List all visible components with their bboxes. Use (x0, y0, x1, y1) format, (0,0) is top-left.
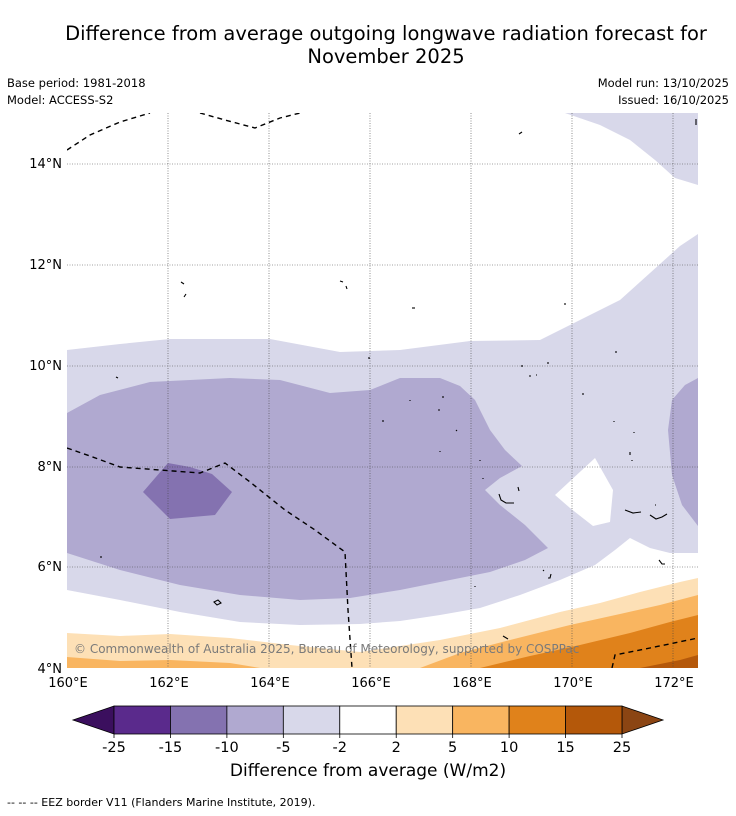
colorbar-over-arrow (621, 705, 665, 735)
colorbar-swatch (452, 705, 510, 735)
model-name: Model: ACCESS-S2 (7, 93, 114, 107)
colorbar-tick-label: 2 (392, 740, 401, 756)
lon-tick-label: 168°E (452, 676, 492, 691)
lon-tick-label: 162°E (149, 676, 189, 691)
lon-tick-label: 172°E (654, 676, 694, 691)
colorbar-swatch (226, 705, 284, 735)
lat-axis: 14°N 12°N 10°N 8°N 6°N 4°N (29, 157, 62, 677)
colorbar: -25 -15 -10 -5 -2 2 5 10 15 25 (71, 705, 665, 756)
anomaly-region-light-orange (67, 657, 260, 668)
gridlines (67, 113, 698, 668)
eez-border-southeast (611, 637, 698, 668)
lat-tick-label: 14°N (29, 157, 62, 172)
eez-legend-note: -- -- -- EEZ border V11 (Flanders Marine… (7, 796, 316, 809)
lon-axis: 160°E 162°E 164°E 166°E 168°E 170°E 172°… (48, 676, 694, 691)
colorbar-tick-label: 10 (500, 740, 518, 756)
colorbar-swatch (170, 705, 228, 735)
anomaly-region-medium-lavender (67, 378, 548, 600)
colorbar-tick-label: -2 (333, 740, 347, 756)
colorbar-tick-label: -5 (276, 740, 290, 756)
colorbar-tick-label: 25 (613, 740, 631, 756)
colorbar-swatch (113, 705, 171, 735)
colorbar-tick-label: 15 (556, 740, 574, 756)
map-title: Difference from average outgoing longwav… (0, 22, 736, 68)
anomaly-region-dark-orange (640, 655, 698, 668)
islands (100, 119, 697, 640)
colorbar-swatch (508, 705, 566, 735)
meta-left: Base period: 1981-2018 Model: ACCESS-S2 (7, 75, 146, 109)
lat-tick-label: 10°N (29, 359, 62, 374)
eez-borders (67, 113, 698, 668)
lat-tick-label: 4°N (38, 662, 63, 677)
colorbar-tick-label: 5 (448, 740, 457, 756)
anomaly-region-medium-lavender-east (668, 378, 698, 526)
colorbar-tick-label: -10 (215, 740, 239, 756)
lon-tick-label: 170°E (553, 676, 593, 691)
colorbar-swatch (339, 705, 397, 735)
lon-tick-label: 164°E (250, 676, 290, 691)
lon-tick-label: 160°E (48, 676, 88, 691)
issued-date: Issued: 16/10/2025 (618, 93, 729, 107)
lon-tick-label: 166°E (351, 676, 391, 691)
meta-right: Model run: 13/10/2025 Issued: 16/10/2025 (598, 75, 729, 109)
lat-tick-label: 8°N (38, 460, 63, 475)
anomaly-region-light-lavender-north (565, 113, 698, 185)
anomaly-region-orange (480, 615, 698, 668)
anomaly-region-neutral-patch (555, 458, 613, 526)
lat-tick-label: 6°N (38, 560, 63, 575)
colorbar-tick-label: -15 (159, 740, 183, 756)
colorbar-tick-label: -25 (102, 740, 126, 756)
colorbar-swatch (282, 705, 341, 735)
anomaly-region-dark-lavender (143, 463, 232, 519)
copyright-text: © Commonwealth of Australia 2025, Bureau… (74, 642, 579, 656)
title-line-2: November 2025 (307, 45, 465, 68)
colorbar-under-arrow (71, 705, 115, 735)
eez-border-north (67, 113, 301, 151)
base-period: Base period: 1981-2018 (7, 76, 146, 90)
title-line-1: Difference from average outgoing longwav… (65, 22, 707, 45)
lat-tick-label: 12°N (29, 258, 62, 273)
colorbar-label: Difference from average (W/m2) (229, 761, 507, 781)
map-area: © Commonwealth of Australia 2025, Bureau… (67, 113, 698, 668)
model-run: Model run: 13/10/2025 (597, 76, 729, 90)
colorbar-swatch (395, 705, 454, 735)
colorbar-swatch (565, 705, 623, 735)
